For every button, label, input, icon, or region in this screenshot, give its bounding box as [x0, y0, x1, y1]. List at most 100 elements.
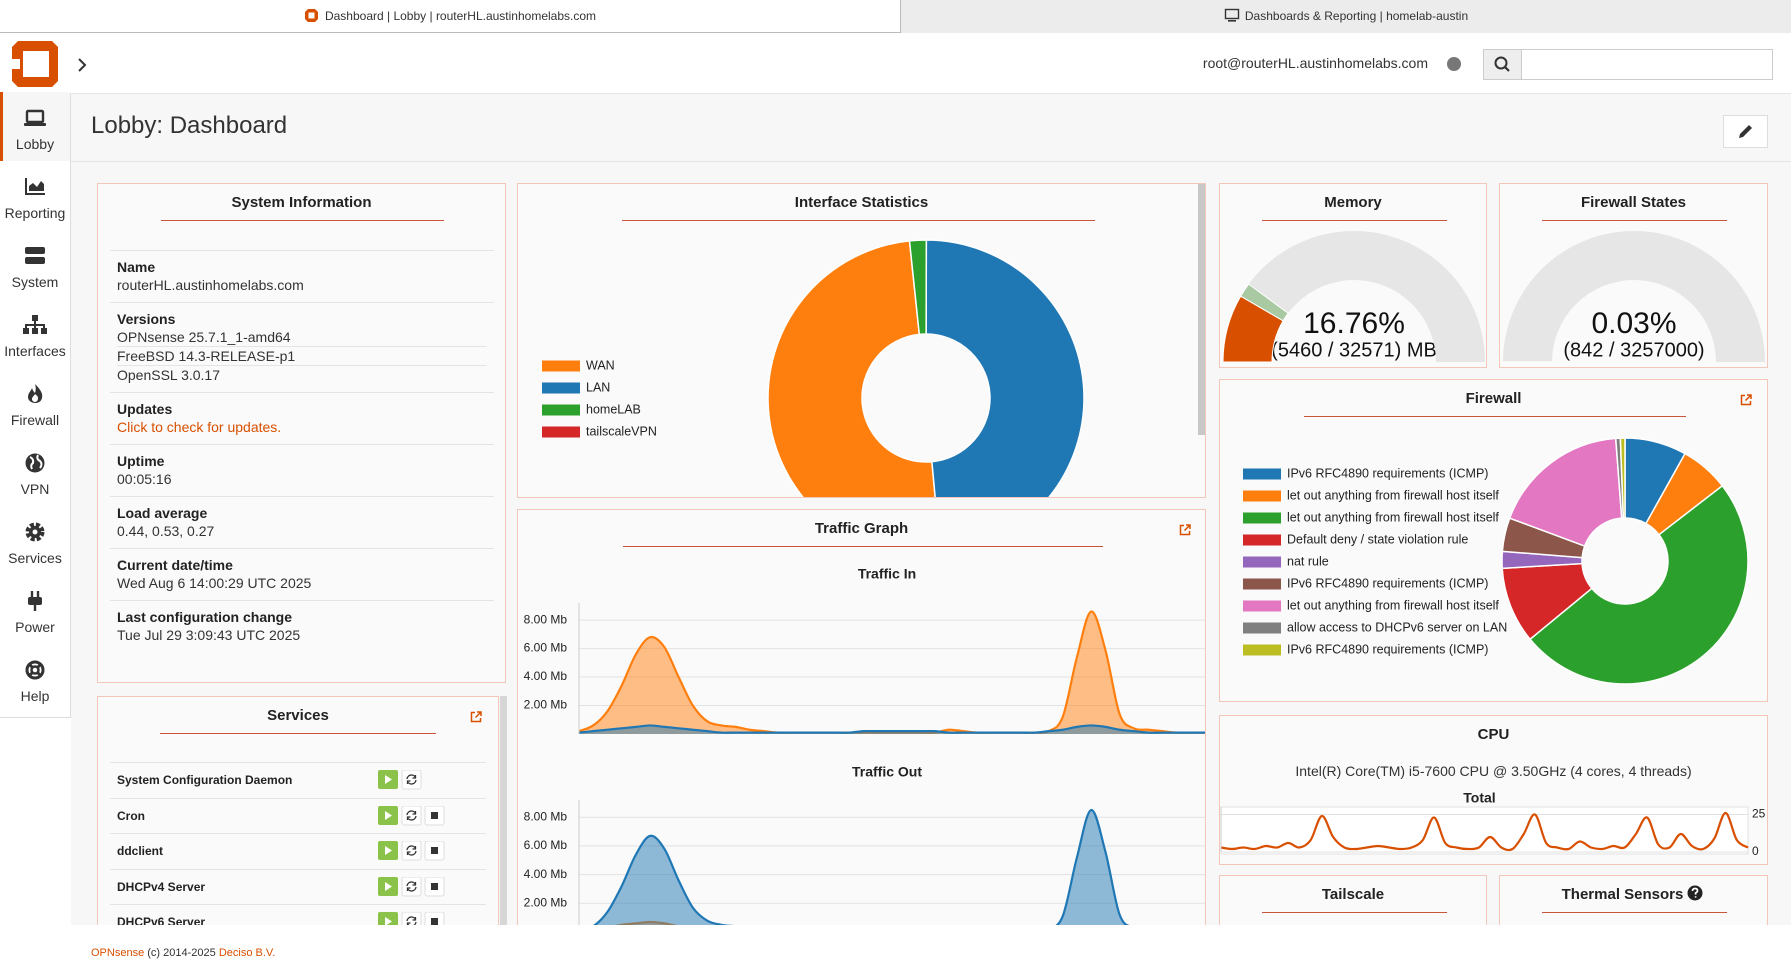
- icon-part: [25, 109, 45, 124]
- traffic-graph-widget: Traffic Graph Traffic In 2.00 Mb 4.00 Mb 6.…: [517, 509, 1206, 925]
- nav-item[interactable]: Reporting: [0, 161, 70, 230]
- browser-tabs: Dashboard | Lobby | routerHL.austinhomel…: [0, 0, 1791, 33]
- icon: [25, 247, 45, 264]
- restart-button[interactable]: [401, 876, 422, 896]
- chevron: [78, 58, 87, 72]
- firewall-chart: IPv6 RFC4890 requirements (ICMP) let out …: [1243, 437, 1749, 685]
- help-glyph: [1692, 887, 1699, 898]
- field-label: Uptime: [117, 453, 165, 469]
- start-button[interactable]: [378, 805, 398, 825]
- nav-item[interactable]: System: [0, 230, 70, 299]
- search-input[interactable]: [1521, 49, 1773, 80]
- footer-brand[interactable]: OPNsense: [91, 947, 145, 959]
- title-underline: [1262, 912, 1447, 913]
- restart-glyph: [406, 916, 417, 925]
- icon-part: [24, 123, 46, 126]
- service-row: Cron: [110, 797, 486, 833]
- gauge: 0.03%(842 / 3257000): [1502, 231, 1765, 363]
- scrollbar[interactable]: [500, 696, 507, 925]
- field-value: OpenSSL 3.0.17: [117, 365, 487, 384]
- user-name[interactable]: root@routerHL.austinhomelabs.com: [1202, 55, 1428, 71]
- tab-icon: [304, 9, 318, 22]
- stop-button[interactable]: [424, 876, 445, 896]
- edit-button[interactable]: [1723, 115, 1768, 148]
- restart-button[interactable]: [401, 912, 422, 925]
- restart-button[interactable]: [401, 805, 422, 825]
- icon-part: [28, 384, 43, 403]
- stop-button[interactable]: [424, 805, 445, 825]
- scrollbar[interactable]: [1198, 184, 1205, 435]
- start-button[interactable]: [378, 912, 398, 925]
- icon-part: [41, 328, 47, 334]
- play-glyph: [385, 917, 392, 925]
- stop-button[interactable]: [424, 912, 445, 925]
- field-value: Tue Jul 29 3:09:43 UTC 2025: [117, 627, 301, 643]
- title-underline: [1542, 912, 1727, 913]
- cpu-model: Intel(R) Core(TM) i5-7600 CPU @ 3.50GHz …: [1295, 763, 1692, 779]
- nav-item[interactable]: Help: [0, 644, 70, 713]
- logo[interactable]: [8, 37, 64, 89]
- icon-part: [29, 454, 43, 470]
- legend-label: IPv6 RFC4890 requirements (ICMP): [1287, 642, 1488, 656]
- start-button[interactable]: [378, 770, 398, 789]
- legend-label: tailscaleVPN: [586, 424, 657, 438]
- tab-title: Dashboards & Reporting | homelab-austin: [1244, 9, 1469, 23]
- legend-label: allow access to DHCPv6 server on LAN: [1287, 620, 1507, 634]
- y-tick-label: 6.00 Mb: [524, 641, 568, 655]
- start-button[interactable]: [378, 841, 398, 860]
- page-title: Lobby: Dashboard: [91, 112, 288, 139]
- nav-item[interactable]: Services: [0, 506, 70, 575]
- legend-label: IPv6 RFC4890 requirements (ICMP): [1287, 466, 1488, 480]
- external-link[interactable]: [469, 710, 483, 724]
- link-glyph: [1179, 524, 1191, 536]
- cpu-chart: Total 0 25: [1220, 790, 1766, 858]
- restart-button[interactable]: [401, 841, 422, 861]
- gauge-track: [1223, 231, 1485, 362]
- title-underline: [1262, 220, 1447, 221]
- nav-item[interactable]: Interfaces: [0, 299, 70, 368]
- external-link[interactable]: [1178, 523, 1192, 537]
- start-button[interactable]: [378, 876, 398, 896]
- browser-tab[interactable]: Dashboard | Lobby | routerHL.austinhomel…: [0, 0, 900, 33]
- nav-icon: [24, 109, 46, 126]
- external-link[interactable]: [1739, 393, 1753, 407]
- pencil-icon: [1739, 125, 1752, 138]
- field-value: 0.44, 0.53, 0.27: [117, 523, 215, 539]
- update-link[interactable]: Click to check for updates.: [117, 419, 282, 435]
- restart-button[interactable]: [401, 770, 422, 790]
- footer-company[interactable]: Deciso B.V.: [218, 947, 276, 959]
- icon: [25, 453, 45, 473]
- icon-part: [30, 665, 40, 675]
- search-icon: [1494, 56, 1510, 72]
- memory-widget: Memory 16.76% (5460 / 32571) MB: [1219, 183, 1487, 368]
- footer: OPNsense (c) 2014-2025 Deciso B.V.: [91, 947, 275, 959]
- favicon: [304, 9, 318, 22]
- gauge-detail: (5460 / 32571) MB: [1271, 339, 1437, 361]
- gauge-secondary-arc: [1240, 283, 1289, 322]
- field-label: Updates: [117, 401, 173, 417]
- play-glyph: [385, 846, 392, 855]
- nav-icon: [28, 591, 42, 611]
- traffic-charts: Traffic In 2.00 Mb 4.00 Mb 6.00 Mb 8.00 Mb Tr…: [524, 566, 1205, 925]
- search-button[interactable]: [1483, 49, 1522, 80]
- field-label: Current date/time: [117, 557, 233, 573]
- stop-button[interactable]: [424, 841, 445, 861]
- icon-part: [25, 660, 45, 680]
- stop-glyph: [431, 882, 438, 890]
- title-text: Thermal Sensors: [1561, 886, 1684, 903]
- legend-label: IPv6 RFC4890 requirements (ICMP): [1287, 576, 1488, 590]
- browser-tab[interactable]: Dashboards & Reporting | homelab-austin: [900, 0, 1791, 33]
- nav-item[interactable]: Firewall: [0, 368, 70, 437]
- icon: [25, 522, 45, 542]
- help-icon[interactable]: [1687, 885, 1705, 901]
- icon: [25, 178, 45, 195]
- expand-chevron[interactable]: [76, 57, 90, 73]
- nav-item[interactable]: VPN: [0, 437, 70, 506]
- y-tick-label: 25: [1752, 807, 1766, 821]
- nav-item[interactable]: Lobby: [0, 92, 70, 161]
- stop-glyph: [431, 847, 438, 854]
- nav-label: VPN: [20, 481, 50, 497]
- monitor: [1224, 8, 1240, 20]
- nav-item[interactable]: Power: [0, 575, 70, 644]
- y-tick-label: 2.00 Mb: [524, 698, 568, 712]
